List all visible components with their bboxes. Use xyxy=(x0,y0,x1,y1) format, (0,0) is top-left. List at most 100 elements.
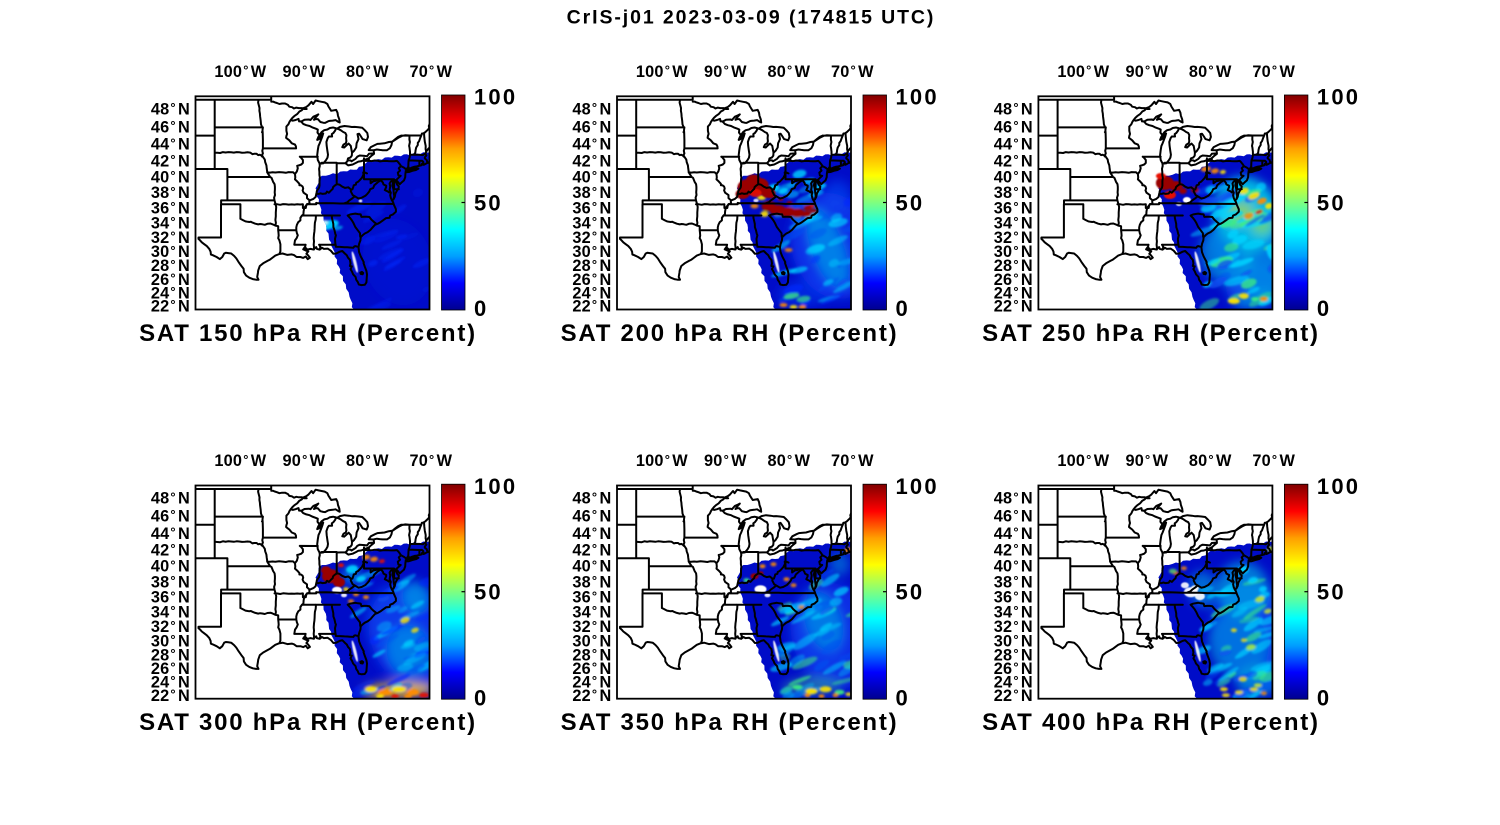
svg-text:46°N: 46° N xyxy=(994,118,1033,136)
svg-text:70°W: 70° W xyxy=(1252,452,1295,470)
svg-text:0: 0 xyxy=(474,685,488,710)
svg-text:46°N: 46° N xyxy=(572,118,611,136)
svg-text:32°N: 32° N xyxy=(151,618,190,636)
svg-text:36°N: 36° N xyxy=(994,588,1033,606)
svg-text:24°N: 24° N xyxy=(994,284,1033,302)
svg-text:36°N: 36° N xyxy=(572,588,611,606)
svg-text:100°W: 100° W xyxy=(636,452,688,470)
svg-text:22°N: 22° N xyxy=(994,686,1033,704)
svg-text:30°N: 30° N xyxy=(572,632,611,650)
svg-text:70°W: 70° W xyxy=(409,63,452,81)
svg-text:0: 0 xyxy=(474,296,488,321)
svg-text:48°N: 48° N xyxy=(151,100,190,118)
svg-text:34°N: 34° N xyxy=(572,603,611,621)
svg-text:46°N: 46° N xyxy=(151,118,190,136)
svg-text:26°N: 26° N xyxy=(572,271,611,289)
svg-text:24°N: 24° N xyxy=(151,284,190,302)
svg-text:40°N: 40° N xyxy=(572,168,611,186)
svg-text:32°N: 32° N xyxy=(994,618,1033,636)
svg-text:44°N: 44° N xyxy=(994,135,1033,153)
svg-text:34°N: 34° N xyxy=(994,214,1033,232)
svg-text:70°W: 70° W xyxy=(409,452,452,470)
svg-text:46°N: 46° N xyxy=(151,507,190,525)
svg-text:40°N: 40° N xyxy=(994,557,1033,575)
svg-text:42°N: 42° N xyxy=(151,152,190,170)
svg-text:42°N: 42° N xyxy=(572,541,611,559)
svg-text:100: 100 xyxy=(1317,474,1360,499)
svg-text:34°N: 34° N xyxy=(572,214,611,232)
svg-text:48°N: 48° N xyxy=(994,489,1033,507)
svg-text:22°N: 22° N xyxy=(151,686,190,704)
svg-text:36°N: 36° N xyxy=(572,199,611,217)
svg-text:28°N: 28° N xyxy=(572,257,611,275)
svg-text:50: 50 xyxy=(474,580,503,605)
svg-text:22°N: 22° N xyxy=(572,686,611,704)
svg-text:22°N: 22° N xyxy=(572,297,611,315)
svg-text:24°N: 24° N xyxy=(572,284,611,302)
svg-text:48°N: 48° N xyxy=(151,489,190,507)
svg-text:38°N: 38° N xyxy=(994,184,1033,202)
svg-text:38°N: 38° N xyxy=(151,573,190,591)
svg-text:26°N: 26° N xyxy=(994,660,1033,678)
svg-text:26°N: 26° N xyxy=(994,271,1033,289)
svg-text:SAT 250 hPa RH (Percent): SAT 250 hPa RH (Percent) xyxy=(982,320,1320,347)
svg-text:22°N: 22° N xyxy=(151,297,190,315)
svg-text:100: 100 xyxy=(896,474,939,499)
svg-text:36°N: 36° N xyxy=(151,199,190,217)
svg-text:100: 100 xyxy=(1317,85,1360,110)
svg-text:30°N: 30° N xyxy=(151,632,190,650)
svg-text:SAT 200 hPa RH (Percent): SAT 200 hPa RH (Percent) xyxy=(561,320,899,347)
svg-text:100: 100 xyxy=(896,85,939,110)
svg-text:26°N: 26° N xyxy=(151,271,190,289)
svg-text:90°W: 90° W xyxy=(704,63,747,81)
svg-text:50: 50 xyxy=(1317,580,1346,605)
svg-text:100°W: 100° W xyxy=(214,63,266,81)
svg-text:24°N: 24° N xyxy=(572,673,611,691)
svg-text:22°N: 22° N xyxy=(994,297,1033,315)
svg-text:80°W: 80° W xyxy=(1189,452,1232,470)
svg-text:46°N: 46° N xyxy=(994,507,1033,525)
svg-text:SAT 300 hPa RH (Percent): SAT 300 hPa RH (Percent) xyxy=(139,709,477,736)
svg-text:80°W: 80° W xyxy=(346,63,389,81)
svg-text:40°N: 40° N xyxy=(151,557,190,575)
svg-text:24°N: 24° N xyxy=(151,673,190,691)
svg-text:90°W: 90° W xyxy=(1125,63,1168,81)
svg-text:42°N: 42° N xyxy=(151,541,190,559)
svg-text:42°N: 42° N xyxy=(994,152,1033,170)
svg-text:48°N: 48° N xyxy=(994,100,1033,118)
svg-text:38°N: 38° N xyxy=(994,573,1033,591)
svg-text:46°N: 46° N xyxy=(572,507,611,525)
svg-text:34°N: 34° N xyxy=(994,603,1033,621)
svg-text:44°N: 44° N xyxy=(572,135,611,153)
svg-text:44°N: 44° N xyxy=(572,525,611,543)
svg-text:44°N: 44° N xyxy=(151,525,190,543)
svg-text:70°W: 70° W xyxy=(831,63,874,81)
svg-text:30°N: 30° N xyxy=(994,243,1033,261)
svg-text:30°N: 30° N xyxy=(151,243,190,261)
svg-text:100°W: 100° W xyxy=(1057,63,1109,81)
svg-text:42°N: 42° N xyxy=(994,541,1033,559)
svg-text:44°N: 44° N xyxy=(151,135,190,153)
svg-text:32°N: 32° N xyxy=(151,229,190,247)
svg-text:26°N: 26° N xyxy=(572,660,611,678)
svg-text:28°N: 28° N xyxy=(151,257,190,275)
svg-text:90°W: 90° W xyxy=(704,452,747,470)
svg-text:100°W: 100° W xyxy=(214,452,266,470)
svg-text:SAT 350 hPa RH (Percent): SAT 350 hPa RH (Percent) xyxy=(561,709,899,736)
svg-text:28°N: 28° N xyxy=(151,646,190,664)
svg-text:28°N: 28° N xyxy=(572,646,611,664)
svg-text:90°W: 90° W xyxy=(283,63,326,81)
svg-text:38°N: 38° N xyxy=(151,184,190,202)
svg-text:32°N: 32° N xyxy=(572,618,611,636)
svg-text:80°W: 80° W xyxy=(1189,63,1232,81)
svg-text:48°N: 48° N xyxy=(572,100,611,118)
svg-text:SAT 400 hPa RH (Percent): SAT 400 hPa RH (Percent) xyxy=(982,709,1320,736)
svg-text:0: 0 xyxy=(896,685,910,710)
svg-text:0: 0 xyxy=(1317,296,1331,321)
svg-text:0: 0 xyxy=(1317,685,1331,710)
svg-text:26°N: 26° N xyxy=(151,660,190,678)
svg-text:40°N: 40° N xyxy=(572,557,611,575)
svg-text:48°N: 48° N xyxy=(572,489,611,507)
svg-text:28°N: 28° N xyxy=(994,646,1033,664)
svg-text:SAT 150 hPa RH (Percent): SAT 150 hPa RH (Percent) xyxy=(139,320,477,347)
